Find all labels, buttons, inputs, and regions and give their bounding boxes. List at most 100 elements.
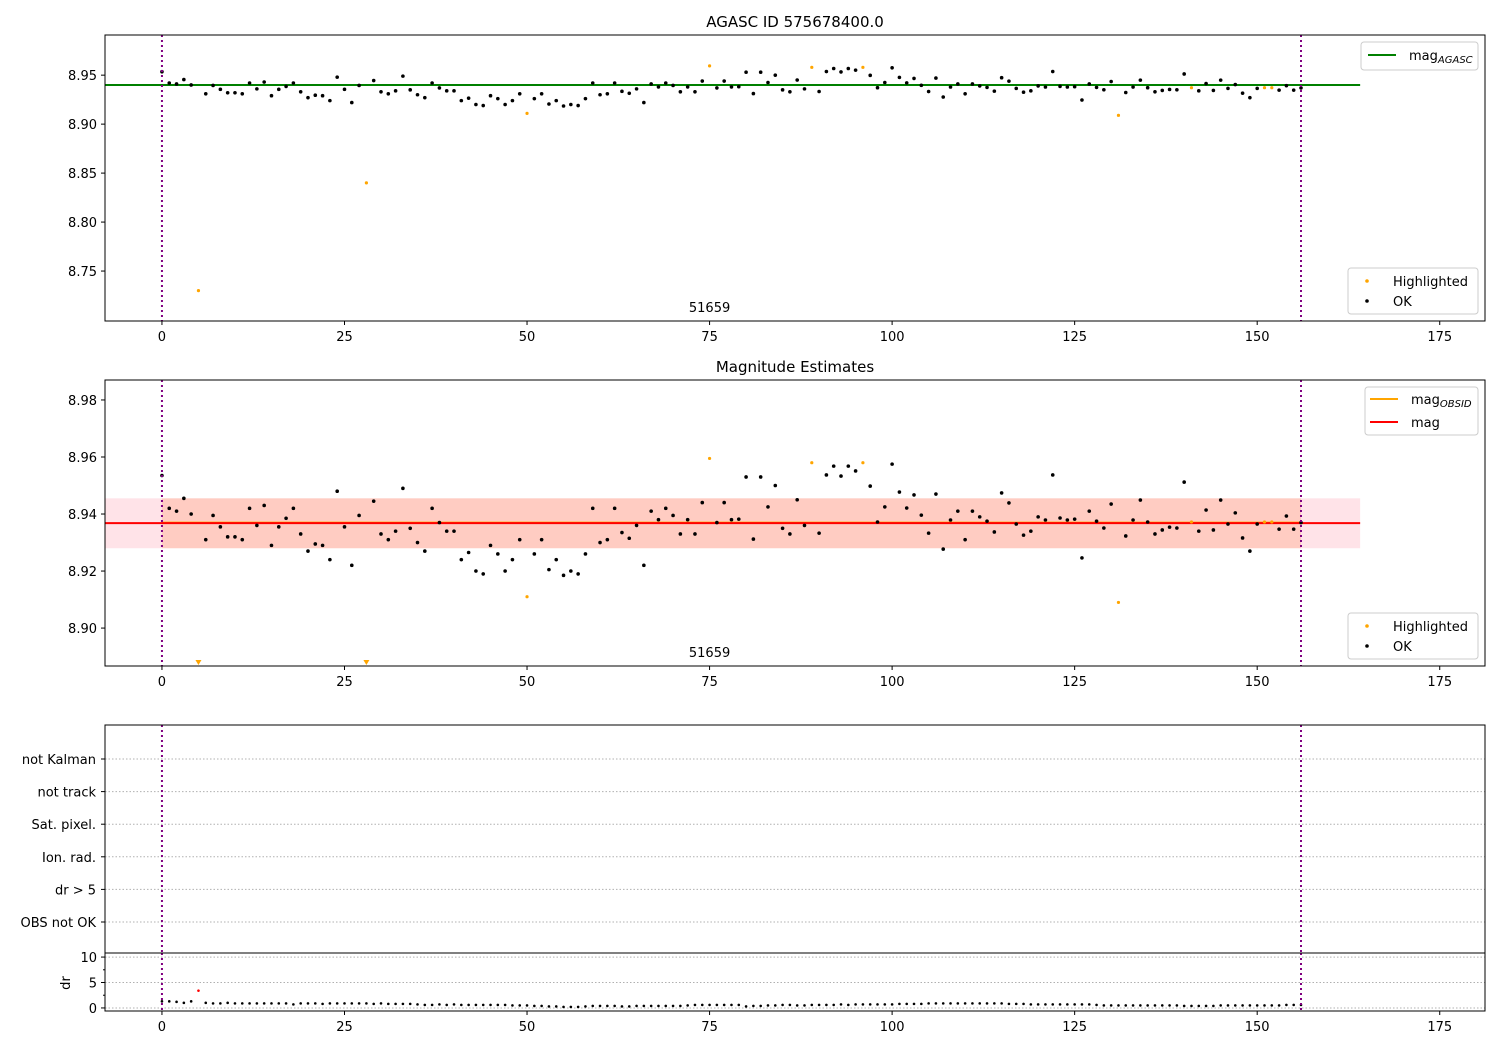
top-ok-point — [963, 91, 967, 96]
middle-ok-point — [992, 530, 997, 534]
top-xtick-label: 150 — [1245, 330, 1270, 345]
middle-ok-point — [1153, 532, 1157, 536]
dr-point — [343, 1002, 346, 1005]
dr-point — [598, 1004, 602, 1008]
middle-ok-point — [371, 499, 376, 503]
top-ok-point — [474, 102, 478, 107]
middle-ok-point — [700, 500, 705, 505]
middle-ok-point — [481, 572, 486, 576]
middle-ok-point — [517, 537, 522, 542]
top-ok-point — [605, 91, 610, 96]
middle-ok-point — [269, 543, 274, 548]
dr-point — [496, 1003, 500, 1007]
top-highlighted-point — [1270, 86, 1274, 90]
top-ok-point — [883, 80, 887, 85]
dr-point — [1102, 1004, 1106, 1007]
dr-point — [941, 1002, 945, 1005]
middle-ok-point — [1087, 509, 1092, 513]
top-xtick-label: 75 — [701, 330, 718, 345]
dr-point — [525, 1004, 529, 1007]
dr-point — [788, 1003, 792, 1007]
top-ok-point — [415, 92, 420, 97]
dr-point — [299, 1002, 302, 1005]
middle-ok-point — [167, 506, 172, 511]
middle-ok-point — [459, 557, 464, 562]
top-ok-point — [1248, 95, 1252, 100]
top-ok-point — [1036, 84, 1040, 88]
dr-point — [971, 1002, 974, 1005]
middle-below-range-marker — [195, 660, 202, 665]
top-ok-point — [393, 89, 398, 93]
top-ok-point — [576, 103, 580, 108]
middle-ok-point — [240, 537, 245, 542]
dr-point — [219, 1002, 222, 1005]
top-ok-point — [371, 78, 376, 83]
middle-ok-point — [663, 506, 668, 511]
middle-ok-point — [306, 549, 310, 553]
top-ok-point — [1153, 90, 1157, 94]
middle-ok-point — [912, 493, 916, 497]
middle-ytick-label: 8.98 — [68, 394, 97, 409]
top-ok-point — [539, 91, 544, 96]
dr-point — [934, 1002, 938, 1005]
middle-ok-point — [386, 537, 391, 542]
middle-ok-point — [379, 532, 383, 536]
middle-highlighted-point — [1189, 520, 1194, 524]
top-ok-point — [1058, 84, 1062, 89]
middle-ok-point — [941, 547, 946, 551]
dr-point — [1066, 1003, 1069, 1006]
dr-point — [861, 1003, 865, 1006]
dr-highlighted-point — [197, 989, 200, 992]
dr-point — [868, 1003, 872, 1006]
middle-xtick-label: 150 — [1245, 675, 1270, 690]
top-ok-point — [1029, 89, 1033, 93]
top-highlighted-point — [1189, 86, 1194, 90]
dr-point — [460, 1003, 463, 1007]
top-frame — [104, 34, 1486, 322]
dr-point — [854, 1003, 857, 1006]
top-ok-point — [284, 84, 288, 89]
dr-point — [1080, 1003, 1084, 1006]
dr-point — [1146, 1004, 1149, 1007]
middle-ok-point — [247, 506, 252, 511]
dr-point — [679, 1004, 682, 1008]
dr-point — [817, 1003, 821, 1007]
top-ok-point — [736, 84, 741, 89]
top-ok-point — [211, 83, 215, 88]
dr-point — [1219, 1004, 1222, 1007]
top-ok-point — [262, 80, 266, 84]
dr-point — [956, 1002, 960, 1005]
dr-point — [248, 1002, 251, 1005]
dr-point — [423, 1003, 427, 1007]
top-ok-point — [496, 96, 500, 101]
middle-ok-point — [839, 474, 843, 478]
middle-ok-point — [1036, 515, 1040, 519]
dr-point — [810, 1003, 814, 1007]
dr-point — [722, 1003, 726, 1007]
middle-ok-point — [846, 464, 851, 468]
middle-panel-title: Magnitude Estimates — [716, 358, 874, 376]
top-ok-point — [1233, 82, 1238, 87]
middle-ok-point — [831, 464, 836, 468]
middle-ok-point — [795, 497, 799, 502]
middle-ok-point — [948, 518, 953, 522]
top-ok-point — [1277, 88, 1281, 92]
middle-ok-point — [430, 506, 434, 511]
dr-point — [620, 1005, 624, 1008]
middle-ok-point — [802, 523, 807, 528]
middle-ok-point — [999, 491, 1004, 495]
top-highlighted-point — [707, 64, 712, 68]
dr-point — [664, 1004, 668, 1008]
top-ok-point — [189, 83, 193, 87]
top-ok-point — [1109, 79, 1113, 84]
middle-ok-point — [437, 520, 442, 525]
dr-point — [898, 1002, 901, 1006]
top-ok-point — [590, 81, 595, 85]
dr-point — [1233, 1004, 1237, 1007]
top-ok-point — [554, 98, 559, 103]
middle-ok-point — [1050, 473, 1055, 477]
middle-ok-point — [853, 469, 858, 473]
middle-ok-point — [539, 537, 544, 542]
middle-ok-point — [612, 506, 617, 511]
top-ok-point — [342, 87, 347, 92]
